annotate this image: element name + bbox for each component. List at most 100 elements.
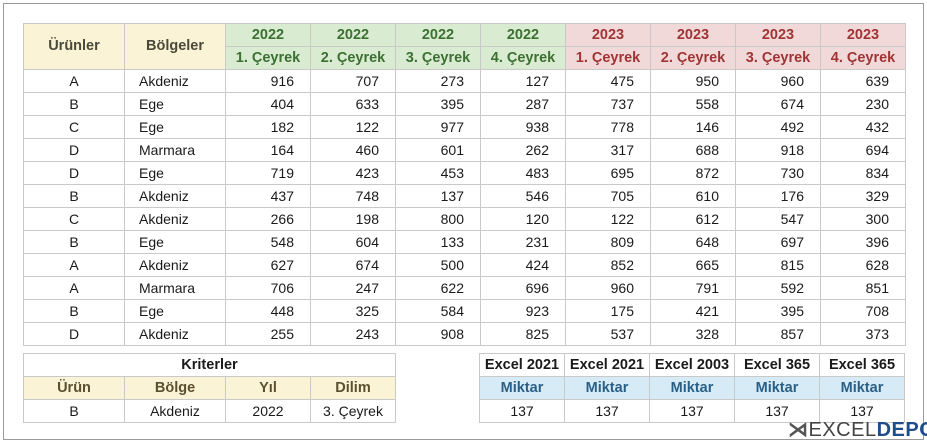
value-cell[interactable]: 423	[310, 161, 396, 185]
product-cell[interactable]: C	[23, 115, 125, 139]
value-cell[interactable]: 809	[565, 230, 651, 254]
value-cell[interactable]: 778	[565, 115, 651, 139]
region-cell[interactable]: Marmara	[124, 276, 226, 300]
value-cell[interactable]: 548	[225, 230, 311, 254]
value-cell[interactable]: 815	[735, 253, 821, 277]
product-cell[interactable]: C	[23, 207, 125, 231]
value-cell[interactable]: 627	[225, 253, 311, 277]
region-cell[interactable]: Ege	[124, 161, 226, 185]
region-cell[interactable]: Ege	[124, 115, 226, 139]
value-cell[interactable]: 137	[395, 184, 481, 208]
value-cell[interactable]: 674	[735, 92, 821, 116]
value-cell[interactable]: 460	[310, 138, 396, 162]
value-cell[interactable]: 432	[820, 115, 906, 139]
value-cell[interactable]: 688	[650, 138, 736, 162]
value-cell[interactable]: 610	[650, 184, 736, 208]
value-cell[interactable]: 133	[395, 230, 481, 254]
value-cell[interactable]: 719	[225, 161, 311, 185]
value-cell[interactable]: 695	[565, 161, 651, 185]
value-cell[interactable]: 708	[820, 299, 906, 323]
value-cell[interactable]: 300	[820, 207, 906, 231]
value-cell[interactable]: 908	[395, 322, 481, 346]
criteria-quarter-cell[interactable]: 3. Çeyrek	[310, 399, 396, 423]
value-cell[interactable]: 977	[395, 115, 481, 139]
region-cell[interactable]: Marmara	[124, 138, 226, 162]
region-cell[interactable]: Akdeniz	[124, 69, 226, 93]
value-cell[interactable]: 705	[565, 184, 651, 208]
product-cell[interactable]: A	[23, 253, 125, 277]
value-cell[interactable]: 633	[310, 92, 396, 116]
value-cell[interactable]: 694	[820, 138, 906, 162]
value-cell[interactable]: 592	[735, 276, 821, 300]
value-cell[interactable]: 696	[480, 276, 566, 300]
region-cell[interactable]: Ege	[124, 299, 226, 323]
result-value-cell[interactable]: 137	[734, 399, 820, 423]
value-cell[interactable]: 146	[650, 115, 736, 139]
product-cell[interactable]: B	[23, 230, 125, 254]
product-cell[interactable]: D	[23, 161, 125, 185]
value-cell[interactable]: 164	[225, 138, 311, 162]
value-cell[interactable]: 266	[225, 207, 311, 231]
value-cell[interactable]: 558	[650, 92, 736, 116]
value-cell[interactable]: 665	[650, 253, 736, 277]
value-cell[interactable]: 707	[310, 69, 396, 93]
value-cell[interactable]: 273	[395, 69, 481, 93]
region-cell[interactable]: Akdeniz	[124, 322, 226, 346]
region-cell[interactable]: Ege	[124, 92, 226, 116]
value-cell[interactable]: 622	[395, 276, 481, 300]
value-cell[interactable]: 373	[820, 322, 906, 346]
product-cell[interactable]: A	[23, 276, 125, 300]
result-value-cell[interactable]: 137	[479, 399, 565, 423]
value-cell[interactable]: 918	[735, 138, 821, 162]
region-cell[interactable]: Akdeniz	[124, 253, 226, 277]
value-cell[interactable]: 424	[480, 253, 566, 277]
product-cell[interactable]: D	[23, 322, 125, 346]
value-cell[interactable]: 176	[735, 184, 821, 208]
value-cell[interactable]: 198	[310, 207, 396, 231]
value-cell[interactable]: 674	[310, 253, 396, 277]
value-cell[interactable]: 437	[225, 184, 311, 208]
value-cell[interactable]: 601	[395, 138, 481, 162]
value-cell[interactable]: 122	[310, 115, 396, 139]
value-cell[interactable]: 706	[225, 276, 311, 300]
value-cell[interactable]: 737	[565, 92, 651, 116]
value-cell[interactable]: 916	[225, 69, 311, 93]
value-cell[interactable]: 395	[395, 92, 481, 116]
value-cell[interactable]: 325	[310, 299, 396, 323]
value-cell[interactable]: 825	[480, 322, 566, 346]
value-cell[interactable]: 396	[820, 230, 906, 254]
result-value-cell[interactable]: 137	[649, 399, 735, 423]
value-cell[interactable]: 612	[650, 207, 736, 231]
value-cell[interactable]: 697	[735, 230, 821, 254]
product-cell[interactable]: D	[23, 138, 125, 162]
value-cell[interactable]: 329	[820, 184, 906, 208]
value-cell[interactable]: 230	[820, 92, 906, 116]
product-cell[interactable]: B	[23, 184, 125, 208]
value-cell[interactable]: 328	[650, 322, 736, 346]
value-cell[interactable]: 317	[565, 138, 651, 162]
value-cell[interactable]: 800	[395, 207, 481, 231]
value-cell[interactable]: 584	[395, 299, 481, 323]
region-cell[interactable]: Ege	[124, 230, 226, 254]
value-cell[interactable]: 923	[480, 299, 566, 323]
product-cell[interactable]: A	[23, 69, 125, 93]
value-cell[interactable]: 960	[735, 69, 821, 93]
value-cell[interactable]: 604	[310, 230, 396, 254]
value-cell[interactable]: 247	[310, 276, 396, 300]
value-cell[interactable]: 122	[565, 207, 651, 231]
value-cell[interactable]: 231	[480, 230, 566, 254]
value-cell[interactable]: 182	[225, 115, 311, 139]
result-value-cell[interactable]: 137	[564, 399, 650, 423]
criteria-region-cell[interactable]: Akdeniz	[124, 399, 226, 423]
value-cell[interactable]: 421	[650, 299, 736, 323]
value-cell[interactable]: 395	[735, 299, 821, 323]
region-cell[interactable]: Akdeniz	[124, 207, 226, 231]
product-cell[interactable]: B	[23, 299, 125, 323]
criteria-year-cell[interactable]: 2022	[225, 399, 311, 423]
value-cell[interactable]: 960	[565, 276, 651, 300]
value-cell[interactable]: 628	[820, 253, 906, 277]
value-cell[interactable]: 500	[395, 253, 481, 277]
value-cell[interactable]: 453	[395, 161, 481, 185]
value-cell[interactable]: 404	[225, 92, 311, 116]
value-cell[interactable]: 483	[480, 161, 566, 185]
